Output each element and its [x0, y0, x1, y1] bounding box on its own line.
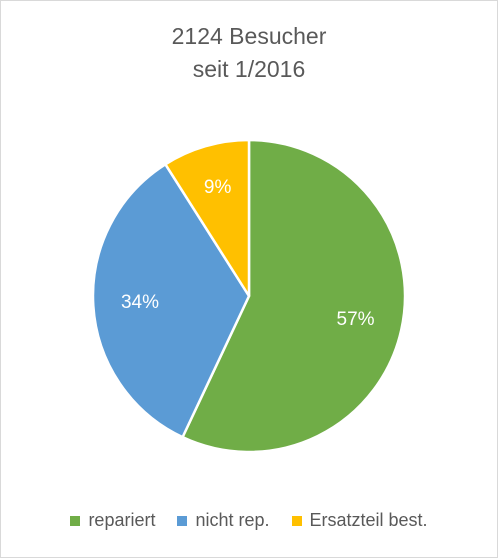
chart-subtitle: seit 1/2016	[192, 56, 306, 82]
data-label-nicht-rep: 34%	[121, 292, 159, 313]
chart-title: 2124 Besucher	[171, 23, 327, 49]
legend-swatch	[291, 515, 302, 526]
legend-item-nicht-rep: nicht rep.	[177, 510, 270, 531]
legend: repariert nicht rep. Ersatzteil best.	[0, 510, 498, 531]
pie-slice-nicht-rep	[91, 163, 251, 439]
legend-item-repariert: repariert	[70, 510, 155, 531]
legend-swatch	[177, 515, 188, 526]
legend-label: nicht rep.	[195, 510, 270, 530]
data-label-ersatzteil-best: 9%	[204, 177, 232, 198]
legend-item-ersatzteil-best: Ersatzteil best.	[291, 510, 428, 531]
pie-slice-repariert	[181, 138, 407, 454]
legend-label: repariert	[88, 510, 156, 530]
chart-title-block: 2124 Besucher seit 1/2016	[0, 20, 498, 86]
pie-slice-ersatzteil-best	[164, 138, 251, 298]
legend-swatch	[70, 515, 81, 526]
legend-label: Ersatzteil best.	[309, 510, 428, 530]
data-label-repariert: 57%	[337, 309, 375, 330]
